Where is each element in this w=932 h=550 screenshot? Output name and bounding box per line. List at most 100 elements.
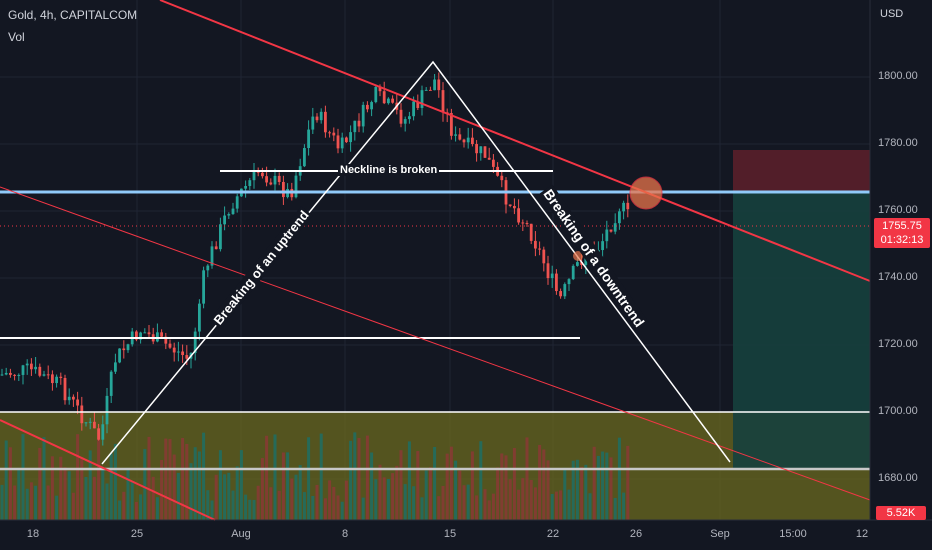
volume-bar	[491, 493, 495, 520]
volume-bar	[231, 490, 235, 520]
candle-body	[265, 176, 268, 183]
candle-body	[454, 134, 457, 136]
volume-bar	[550, 493, 554, 520]
candle-body	[17, 374, 21, 376]
symbol-title[interactable]: Gold, 4h, CAPITALCOM	[8, 8, 138, 22]
volume-bar	[42, 437, 46, 520]
volume-bar	[433, 446, 437, 520]
candle-body	[202, 270, 205, 304]
volume-bar	[101, 469, 105, 520]
volume-bar	[8, 447, 12, 520]
volume-bar	[34, 485, 38, 520]
candle-body	[366, 104, 369, 110]
time-tick: 26	[629, 528, 643, 540]
volume-bar	[386, 478, 390, 520]
candle-body	[9, 372, 12, 375]
volume-bar	[424, 470, 428, 520]
time-tick: 8	[341, 528, 349, 540]
candle-body	[59, 376, 63, 378]
candle-body	[25, 363, 29, 366]
price-tick: 1720.00	[878, 338, 918, 350]
time-tick: 22	[546, 528, 560, 540]
volume-bar	[437, 496, 441, 520]
volume-bar	[185, 443, 189, 520]
volume-bar	[533, 487, 537, 520]
candle-body	[269, 182, 273, 185]
volume-bar	[277, 490, 281, 520]
candle-body	[471, 137, 474, 145]
candle-body	[80, 405, 84, 424]
volume-bar	[286, 452, 290, 520]
candle-body	[38, 366, 42, 376]
volume-bar	[319, 433, 323, 520]
volume-bar	[378, 464, 382, 520]
volume-bar	[613, 497, 617, 520]
volume-bar	[29, 482, 33, 520]
candle-body	[223, 215, 226, 225]
candle-body	[303, 148, 306, 167]
candle-body	[340, 137, 344, 149]
volume-bar	[55, 495, 59, 520]
volume-bar	[17, 467, 21, 520]
volume-bar	[59, 456, 63, 520]
volume-bar	[281, 452, 285, 520]
candle-body	[349, 132, 352, 143]
volume-badge: 5.52K	[876, 506, 926, 520]
volume-bar	[588, 493, 592, 520]
volume-bar	[223, 474, 227, 520]
candle-body	[122, 348, 126, 351]
candle-body	[580, 262, 583, 265]
volume-bar	[218, 450, 222, 520]
volume-bar	[147, 436, 151, 520]
volume-bar	[622, 492, 626, 520]
candle-body	[529, 223, 533, 241]
volume-bar	[605, 452, 609, 520]
candle-body	[135, 331, 138, 340]
candle-body	[324, 111, 327, 133]
candle-body	[626, 202, 630, 210]
candle-body	[353, 120, 357, 133]
candle-body	[147, 332, 151, 335]
candle-body	[403, 119, 407, 124]
volume-bar	[601, 451, 605, 520]
volume-bar	[441, 485, 445, 520]
candle-body	[576, 262, 579, 266]
candle-body	[0, 374, 4, 376]
channel-line-lower	[0, 419, 216, 521]
candle-body	[508, 204, 512, 206]
candle-body	[378, 86, 382, 92]
candle-body	[332, 132, 336, 136]
candle-body	[361, 104, 365, 127]
volume-bar	[80, 457, 84, 520]
volume-bar	[517, 489, 521, 520]
last-price-badge: 1755.75 01:32:13	[874, 218, 930, 248]
volume-bar	[365, 435, 369, 520]
candle-body	[248, 180, 252, 187]
candle-body	[475, 144, 478, 154]
candle-body	[244, 186, 247, 189]
volume-bar	[323, 498, 327, 520]
volume-bar	[210, 500, 214, 520]
volume-bar	[407, 441, 411, 520]
candle-body	[542, 249, 546, 264]
volume-bar	[109, 453, 113, 520]
volume-bar	[248, 499, 252, 520]
candle-body	[294, 175, 298, 198]
candle-body	[370, 102, 373, 110]
volume-bar	[0, 484, 4, 520]
volume-label[interactable]: Vol	[8, 30, 25, 44]
volume-bar	[269, 487, 273, 520]
volume-bar	[563, 467, 567, 520]
volume-bar	[172, 454, 176, 520]
volume-bar	[206, 490, 210, 520]
candle-body	[500, 175, 504, 181]
candle-body	[550, 273, 554, 279]
volume-bar	[273, 434, 277, 520]
candle-body	[605, 229, 609, 242]
volume-bar	[193, 447, 197, 520]
volume-bar	[596, 455, 600, 520]
volume-bar	[76, 434, 80, 520]
candle-body	[185, 355, 189, 359]
candle-body	[101, 424, 105, 440]
